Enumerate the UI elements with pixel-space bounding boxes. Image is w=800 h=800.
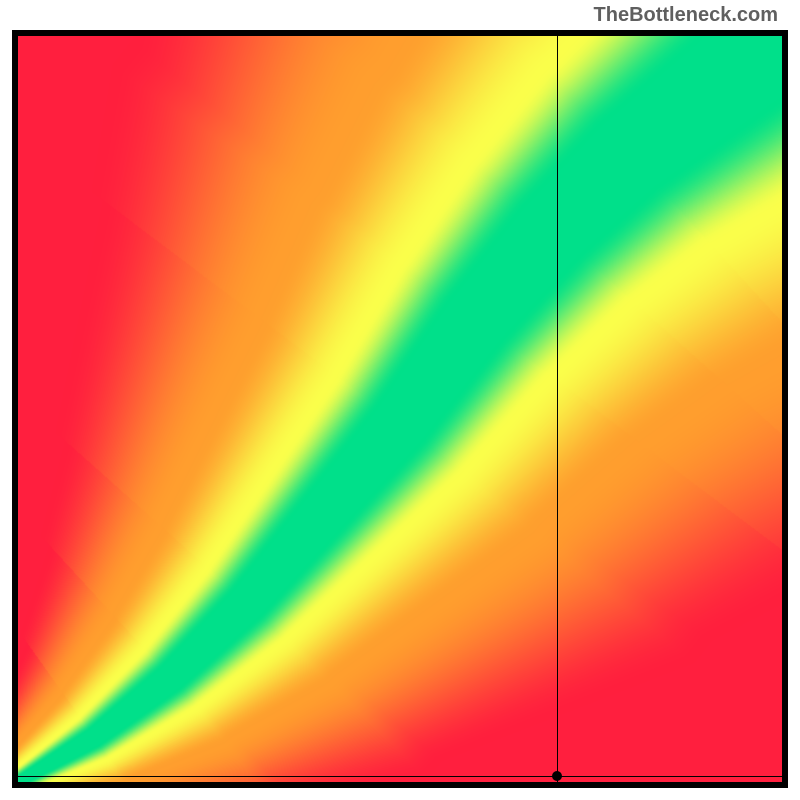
bottleneck-chart [12, 30, 788, 788]
heatmap-canvas [18, 36, 782, 782]
chart-plot-area [18, 36, 782, 782]
attribution-text: TheBottleneck.com [594, 4, 778, 27]
